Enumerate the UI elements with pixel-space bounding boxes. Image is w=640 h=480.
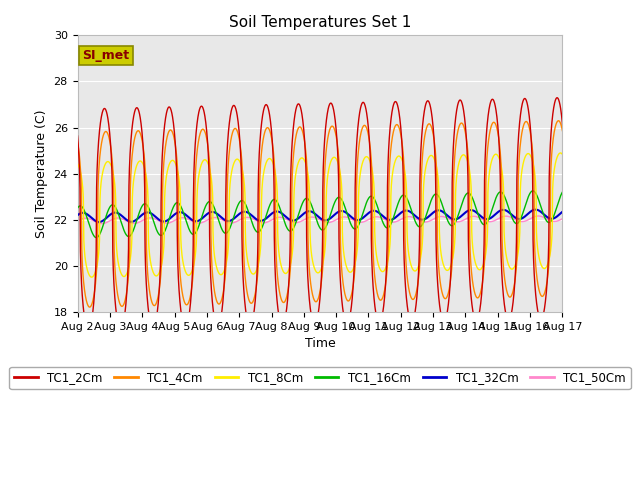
TC1_16Cm xyxy=(74,205,81,211)
TC1_2Cm xyxy=(344,320,352,325)
TC1_2Cm xyxy=(553,95,561,101)
TC1_50Cm xyxy=(209,215,217,221)
TC1_2Cm xyxy=(209,305,217,311)
TC1_32Cm xyxy=(95,219,103,225)
TC1_8Cm xyxy=(557,150,564,156)
TC1_4Cm xyxy=(74,140,81,145)
TC1_50Cm xyxy=(516,218,524,224)
TC1_32Cm xyxy=(334,209,342,215)
TC1_50Cm xyxy=(344,215,352,220)
Line: TC1_8Cm: TC1_8Cm xyxy=(77,153,563,277)
TC1_50Cm xyxy=(534,213,542,219)
TC1_16Cm xyxy=(209,202,217,208)
TC1_8Cm xyxy=(334,159,342,165)
TC1_8Cm xyxy=(88,274,95,280)
TC1_50Cm xyxy=(334,216,342,222)
Line: TC1_4Cm: TC1_4Cm xyxy=(77,121,563,307)
TC1_2Cm xyxy=(461,115,468,120)
TC1_16Cm xyxy=(529,188,537,194)
TC1_2Cm xyxy=(334,149,342,155)
Line: TC1_32Cm: TC1_32Cm xyxy=(77,210,563,222)
TC1_32Cm xyxy=(529,207,537,213)
TC1_32Cm xyxy=(532,207,540,213)
TC1_32Cm xyxy=(461,210,468,216)
TC1_16Cm xyxy=(93,235,100,240)
TC1_32Cm xyxy=(559,209,566,215)
Y-axis label: Soil Temperature (C): Soil Temperature (C) xyxy=(35,109,48,238)
TC1_16Cm xyxy=(516,218,524,224)
TC1_4Cm xyxy=(555,118,563,124)
TC1_32Cm xyxy=(74,212,81,218)
TC1_16Cm xyxy=(334,195,342,201)
TC1_4Cm xyxy=(516,147,524,153)
TC1_2Cm xyxy=(529,247,537,253)
TC1_8Cm xyxy=(209,228,217,233)
TC1_16Cm xyxy=(461,194,468,200)
TC1_2Cm xyxy=(559,121,566,127)
Text: SI_met: SI_met xyxy=(83,49,129,62)
TC1_16Cm xyxy=(530,188,538,194)
TC1_8Cm xyxy=(516,229,524,235)
TC1_50Cm xyxy=(74,218,81,224)
TC1_50Cm xyxy=(559,216,566,222)
TC1_4Cm xyxy=(559,128,566,134)
X-axis label: Time: Time xyxy=(305,337,335,350)
Line: TC1_50Cm: TC1_50Cm xyxy=(77,216,563,224)
TC1_16Cm xyxy=(344,214,352,220)
TC1_4Cm xyxy=(86,304,93,310)
Line: TC1_16Cm: TC1_16Cm xyxy=(77,191,563,238)
TC1_16Cm xyxy=(559,189,566,195)
TC1_50Cm xyxy=(98,221,106,227)
TC1_4Cm xyxy=(209,276,217,282)
TC1_32Cm xyxy=(209,209,217,215)
Line: TC1_2Cm: TC1_2Cm xyxy=(77,98,563,330)
TC1_4Cm xyxy=(461,126,468,132)
TC1_50Cm xyxy=(461,217,468,223)
TC1_4Cm xyxy=(344,298,352,304)
TC1_32Cm xyxy=(516,216,524,222)
TC1_8Cm xyxy=(529,161,537,167)
TC1_32Cm xyxy=(344,211,352,217)
TC1_8Cm xyxy=(74,161,81,167)
TC1_4Cm xyxy=(529,159,537,165)
Title: Soil Temperatures Set 1: Soil Temperatures Set 1 xyxy=(229,15,411,30)
TC1_50Cm xyxy=(529,214,537,220)
Legend: TC1_2Cm, TC1_4Cm, TC1_8Cm, TC1_16Cm, TC1_32Cm, TC1_50Cm: TC1_2Cm, TC1_4Cm, TC1_8Cm, TC1_16Cm, TC1… xyxy=(10,367,630,389)
TC1_8Cm xyxy=(461,152,468,158)
TC1_2Cm xyxy=(74,133,81,139)
TC1_8Cm xyxy=(559,152,566,157)
TC1_4Cm xyxy=(334,144,342,149)
TC1_2Cm xyxy=(84,327,92,333)
TC1_8Cm xyxy=(344,268,352,274)
TC1_2Cm xyxy=(516,118,524,124)
